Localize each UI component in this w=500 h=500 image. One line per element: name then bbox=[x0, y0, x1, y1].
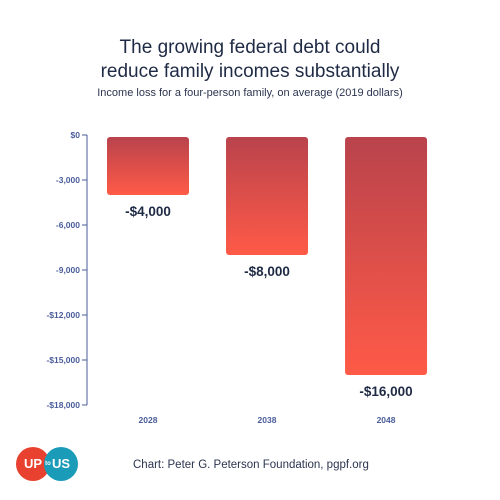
chart-title-line-1: The growing federal debt could bbox=[119, 37, 381, 58]
y-tick-label: -$18,000 bbox=[46, 400, 80, 410]
bar-value-label: -$16,000 bbox=[359, 384, 412, 399]
bars bbox=[107, 137, 428, 375]
y-tick-label: -$15,000 bbox=[46, 355, 80, 365]
x-category-label: 2048 bbox=[377, 415, 396, 425]
bar-2048 bbox=[345, 137, 428, 375]
y-tick-label: -9,000 bbox=[56, 265, 80, 275]
bar-2028 bbox=[107, 137, 189, 195]
chart-title-line-2: reduce family incomes substantially bbox=[100, 61, 400, 82]
bar-value-label: -$8,000 bbox=[244, 264, 290, 279]
y-tick-label: -6,000 bbox=[56, 220, 80, 230]
bar-2038 bbox=[226, 137, 309, 255]
y-axis: $0 -3,000 -6,000 -9,000 -$12,000 -$15,000 -$18… bbox=[46, 130, 88, 410]
chart-title: The growing federal debt could reduce fa… bbox=[0, 36, 500, 84]
logo-to-text: to bbox=[45, 461, 51, 467]
labels: -$4,000 2028 -$8,000 2038 -$16,000 2048 bbox=[125, 204, 413, 425]
bar-value-label: -$4,000 bbox=[125, 204, 171, 219]
chart-subtitle: Income loss for a four-person family, on… bbox=[97, 87, 403, 99]
chart-source: Chart: Peter G. Peterson Foundation, pgp… bbox=[133, 459, 369, 471]
x-category-label: 2038 bbox=[258, 415, 277, 425]
y-tick-label: -3,000 bbox=[56, 175, 80, 185]
y-tick-label: -$12,000 bbox=[46, 310, 80, 320]
logo-us-circle: US bbox=[44, 447, 78, 481]
x-category-label: 2028 bbox=[139, 415, 158, 425]
up-to-us-logo: UP US to bbox=[16, 447, 80, 481]
y-tick-label: $0 bbox=[71, 130, 81, 140]
